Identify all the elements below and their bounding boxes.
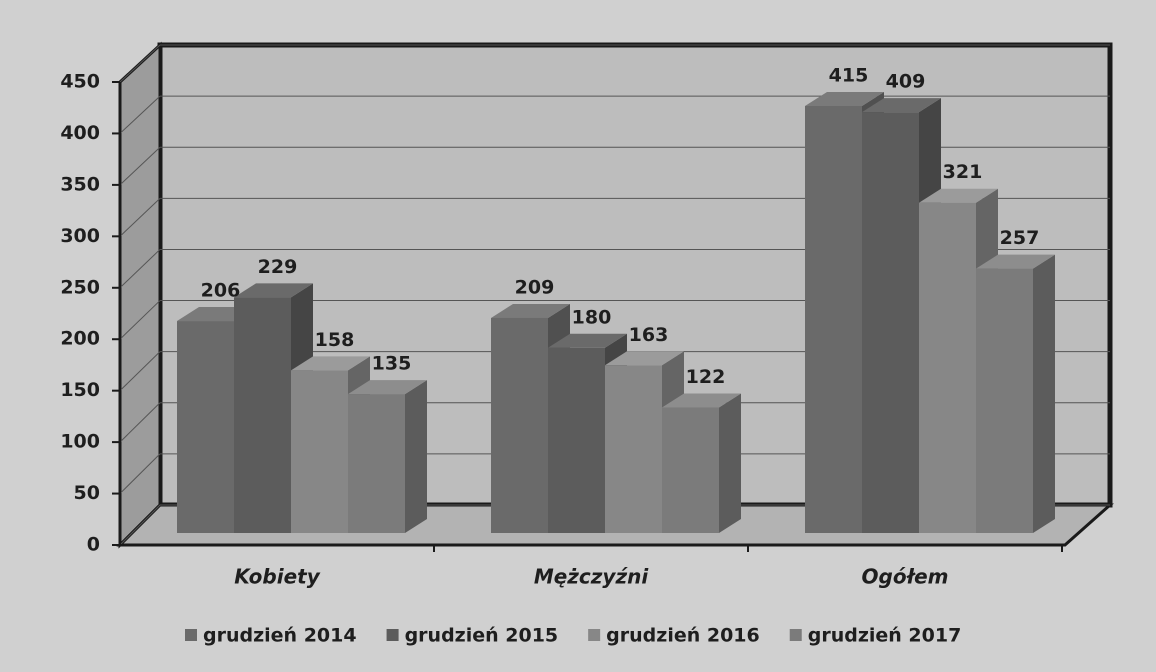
data-label: 257 bbox=[1000, 227, 1040, 249]
y-tick-label: 150 bbox=[60, 379, 100, 401]
bar bbox=[605, 365, 662, 533]
data-label: 209 bbox=[515, 276, 555, 298]
grid-line-side bbox=[119, 197, 161, 237]
legend-swatch bbox=[386, 629, 399, 641]
x-tick-label: Mężczyźni bbox=[534, 565, 650, 589]
bar bbox=[976, 268, 1033, 533]
data-label: 409 bbox=[886, 71, 926, 93]
y-tick-label: 100 bbox=[60, 431, 100, 453]
y-tick-label: 250 bbox=[60, 276, 100, 298]
side-wall bbox=[118, 41, 162, 549]
legend-swatch bbox=[789, 629, 802, 641]
bar-top bbox=[662, 393, 741, 408]
data-label: 122 bbox=[686, 366, 726, 388]
bar bbox=[491, 317, 548, 533]
legend-swatch bbox=[185, 629, 197, 641]
data-label: 163 bbox=[629, 324, 669, 346]
y-tick-label: 400 bbox=[60, 122, 100, 144]
bar bbox=[662, 407, 719, 533]
data-label: 415 bbox=[829, 65, 869, 87]
grid-line-side bbox=[119, 146, 161, 186]
data-label: 229 bbox=[258, 256, 298, 278]
grid-line-side bbox=[119, 44, 161, 83]
bar-top bbox=[919, 188, 998, 203]
x-tick-label: Kobiety bbox=[234, 565, 320, 589]
labels: 0 50 100 150 200 250 300 350 400 450 206 229 158 135 K… bbox=[60, 65, 1039, 647]
bar-top bbox=[234, 283, 313, 298]
y-tick-label: 50 bbox=[74, 482, 100, 504]
legend-label: grudzień 2016 bbox=[606, 625, 760, 647]
bar bbox=[234, 297, 291, 533]
y-tick-label: 450 bbox=[60, 71, 100, 93]
y-tick-label: 300 bbox=[60, 225, 100, 247]
bar bbox=[805, 106, 862, 533]
bar-top bbox=[605, 351, 684, 366]
y-tick-label: 0 bbox=[87, 534, 100, 556]
data-label: 135 bbox=[372, 353, 412, 375]
bar-top bbox=[548, 333, 627, 348]
grid-line-side bbox=[119, 504, 161, 546]
bar-side bbox=[1033, 254, 1055, 533]
data-label: 158 bbox=[315, 329, 355, 351]
grid-line-side bbox=[119, 249, 161, 289]
bar-side bbox=[719, 393, 741, 533]
legend-label: grudzień 2017 bbox=[808, 625, 962, 647]
legend-label: grudzień 2015 bbox=[405, 625, 559, 647]
grid-line-side bbox=[119, 351, 161, 392]
bar-top bbox=[862, 98, 941, 113]
x-tick-label: Ogółem bbox=[862, 565, 949, 589]
bars bbox=[177, 92, 1055, 533]
bar bbox=[548, 347, 605, 533]
bar bbox=[348, 394, 405, 533]
grid-line-side bbox=[119, 95, 161, 134]
y-tick-label: 200 bbox=[60, 328, 100, 350]
grid-line-side bbox=[119, 300, 161, 340]
bar-top bbox=[491, 303, 570, 318]
bar-top bbox=[805, 92, 884, 107]
bar-top bbox=[348, 380, 427, 395]
bar-side bbox=[405, 380, 427, 533]
grid-line-side bbox=[119, 453, 161, 494]
bar-top bbox=[291, 356, 370, 371]
data-label: 206 bbox=[201, 280, 241, 302]
y-tick-label: 350 bbox=[60, 173, 100, 195]
grid-line-side bbox=[119, 402, 161, 443]
data-label: 321 bbox=[943, 161, 983, 183]
legend-swatch bbox=[588, 629, 601, 641]
bar-top bbox=[976, 254, 1055, 269]
bar bbox=[919, 202, 976, 533]
bar bbox=[177, 321, 234, 533]
legend-label: grudzień 2014 bbox=[203, 625, 357, 647]
bar bbox=[862, 112, 919, 533]
bar bbox=[291, 370, 348, 533]
data-label: 180 bbox=[572, 306, 612, 328]
